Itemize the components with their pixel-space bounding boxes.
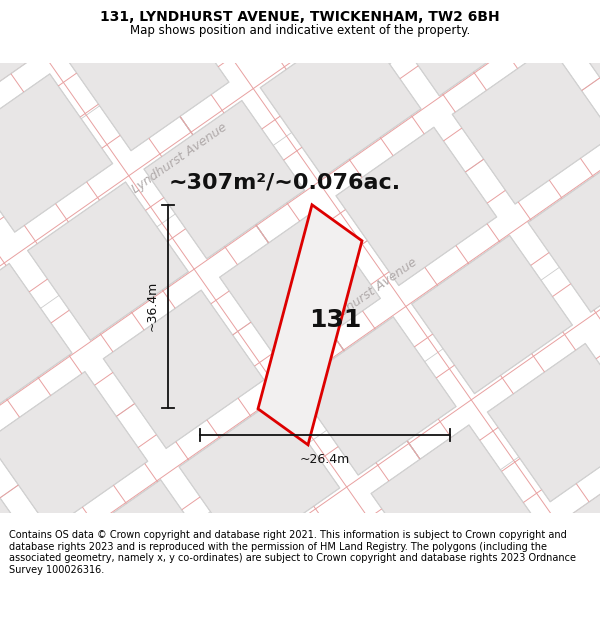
Polygon shape: [143, 100, 305, 259]
Text: ~307m²/~0.076ac.: ~307m²/~0.076ac.: [169, 173, 401, 192]
Polygon shape: [0, 74, 112, 232]
Text: ~26.4m: ~26.4m: [300, 452, 350, 466]
Polygon shape: [104, 291, 263, 448]
Polygon shape: [0, 264, 71, 421]
Polygon shape: [220, 209, 380, 367]
Polygon shape: [68, 0, 229, 151]
Polygon shape: [371, 425, 532, 583]
Polygon shape: [179, 399, 340, 556]
Polygon shape: [569, 0, 600, 122]
Polygon shape: [258, 205, 362, 445]
Text: ~36.4m: ~36.4m: [146, 281, 158, 331]
Polygon shape: [28, 182, 188, 340]
Text: Lyndhurst Avenue: Lyndhurst Avenue: [320, 255, 420, 331]
Polygon shape: [144, 101, 304, 259]
Polygon shape: [68, 0, 229, 151]
Polygon shape: [295, 316, 457, 476]
Polygon shape: [260, 19, 421, 178]
Polygon shape: [260, 19, 421, 177]
Polygon shape: [0, 452, 32, 612]
Text: Lyndhurst Avenue: Lyndhurst Avenue: [130, 120, 230, 196]
Text: Contains OS data © Crown copyright and database right 2021. This information is : Contains OS data © Crown copyright and d…: [9, 530, 576, 575]
Polygon shape: [568, 0, 600, 123]
Polygon shape: [412, 235, 573, 394]
Polygon shape: [563, 452, 600, 609]
Polygon shape: [412, 236, 572, 393]
Polygon shape: [488, 344, 600, 501]
Polygon shape: [63, 480, 223, 625]
Polygon shape: [179, 398, 340, 557]
Text: 131, LYNDHURST AVENUE, TWICKENHAM, TW2 6BH: 131, LYNDHURST AVENUE, TWICKENHAM, TW2 6…: [100, 11, 500, 24]
Polygon shape: [563, 451, 600, 610]
Text: 131: 131: [309, 308, 361, 332]
Polygon shape: [452, 46, 600, 204]
Polygon shape: [371, 424, 532, 584]
Polygon shape: [335, 127, 497, 286]
Polygon shape: [487, 343, 600, 502]
Text: Map shows position and indicative extent of the property.: Map shows position and indicative extent…: [130, 24, 470, 37]
Polygon shape: [103, 290, 265, 449]
Polygon shape: [377, 0, 537, 96]
Polygon shape: [452, 46, 600, 204]
Polygon shape: [527, 154, 600, 312]
Polygon shape: [0, 372, 148, 529]
Polygon shape: [376, 0, 538, 96]
Polygon shape: [62, 479, 224, 625]
Polygon shape: [0, 0, 37, 124]
Polygon shape: [0, 371, 148, 530]
Polygon shape: [0, 74, 113, 232]
Polygon shape: [529, 154, 600, 312]
Polygon shape: [0, 263, 73, 422]
Polygon shape: [27, 182, 188, 341]
Polygon shape: [220, 208, 380, 368]
Polygon shape: [0, 453, 31, 611]
Polygon shape: [296, 317, 456, 475]
Polygon shape: [337, 127, 496, 285]
Polygon shape: [0, 0, 37, 124]
